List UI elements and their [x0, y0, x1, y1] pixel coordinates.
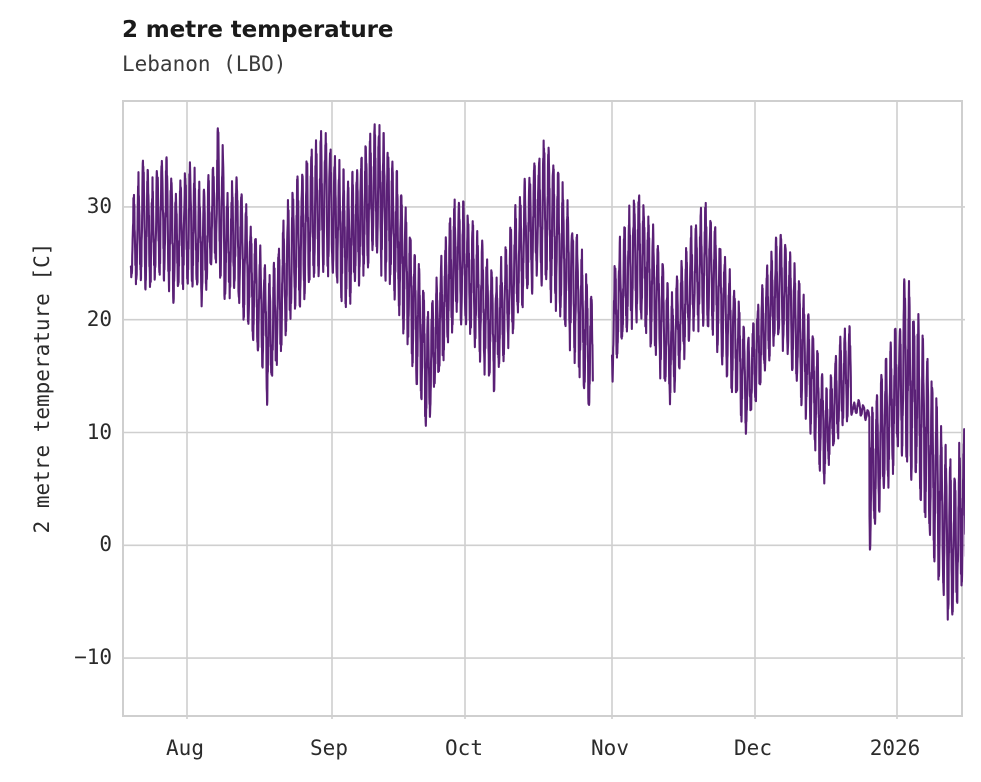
x-tick-aug: Aug	[166, 736, 204, 760]
y-axis-label: 2 metre temperature [C]	[30, 242, 54, 534]
y-axis: 2 metre temperature [C] 30 20 10 0 −10	[0, 0, 112, 782]
x-tick-oct: Oct	[445, 736, 483, 760]
temperature-line-plot	[124, 102, 965, 719]
plot-area	[122, 100, 965, 719]
chart-subtitle: Lebanon (LBO)	[122, 52, 287, 76]
x-tick-nov: Nov	[591, 736, 629, 760]
series-paths	[129, 123, 965, 621]
temperature-line	[610, 194, 965, 621]
y-tick-10: 10	[86, 420, 112, 444]
temperature-line	[129, 123, 594, 427]
x-tick-sep: Sep	[310, 736, 348, 760]
x-tick-dec: Dec	[734, 736, 772, 760]
chart-title: 2 metre temperature	[122, 17, 394, 43]
y-tick-30: 30	[86, 194, 112, 218]
y-tick-20: 20	[86, 307, 112, 331]
y-tick-minus10: −10	[74, 645, 112, 669]
y-tick-0: 0	[99, 532, 112, 556]
x-tick-2026: 2026	[869, 736, 921, 760]
